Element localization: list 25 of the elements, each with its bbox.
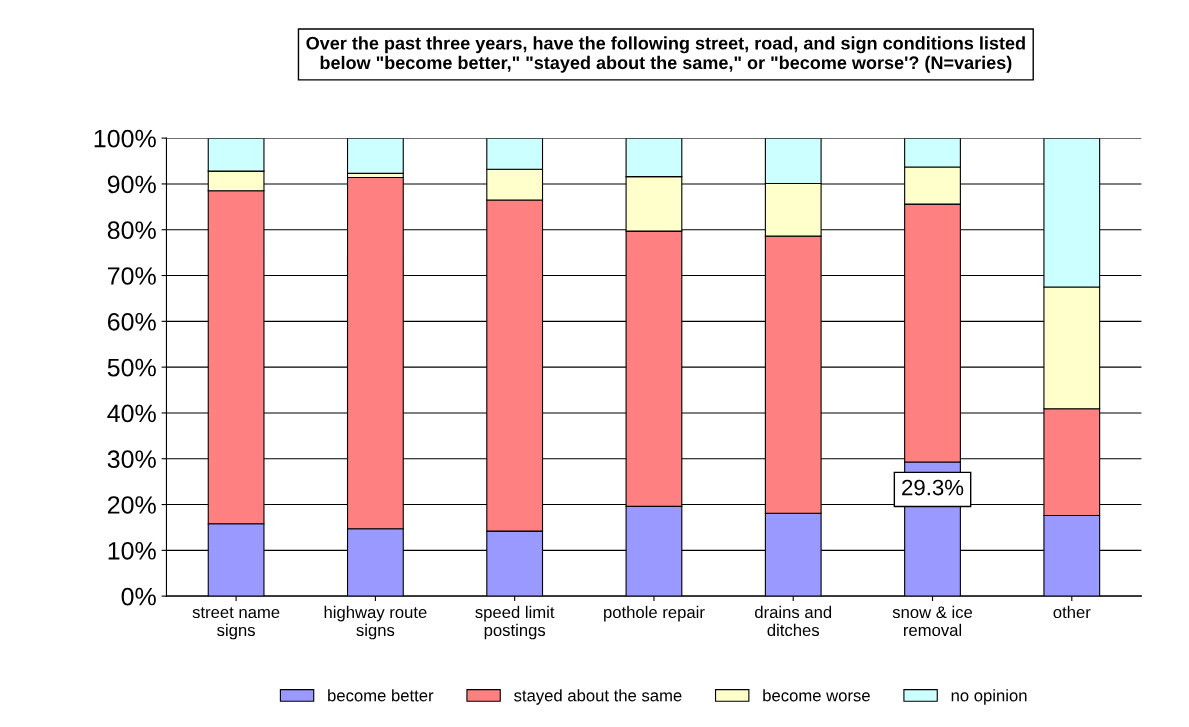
y-tick-label: 80%	[107, 221, 156, 240]
legend-label: stayed about the same	[514, 689, 682, 705]
y-tick-label: 90%	[107, 175, 156, 194]
x-tick-label: highway route signs	[324, 605, 427, 640]
legend-label: no opinion	[951, 689, 1027, 705]
x-tick-label: snow & ice removal	[892, 605, 973, 637]
y-tick-label: 0%	[121, 587, 156, 606]
y-tick-label: 20%	[107, 496, 156, 514]
y-tick-label: 50%	[107, 358, 156, 377]
x-tick-label: street name signs	[192, 607, 280, 640]
x-tick-label: other	[1053, 605, 1091, 619]
legend-label: become worse	[763, 689, 870, 702]
y-tick-label: 30%	[107, 450, 156, 469]
bar	[346, 138, 404, 174]
chart-title: Over the past three years, have the following street, road, and sign conditions listed below "become better," "stayed about the same," or "become worse'? (N=varies)	[306, 36, 1025, 73]
y-tick-label: 10%	[108, 541, 156, 560]
legend-label: become better	[328, 689, 434, 702]
y-tick-label: 70%	[107, 267, 156, 285]
x-tick-label: drains and ditches	[755, 605, 832, 637]
y-tick-label: 60%	[107, 312, 156, 331]
data-label: 29.3%	[902, 479, 964, 496]
x-tick-label: pothole repair	[604, 605, 705, 622]
y-tick-label: 40%	[107, 404, 156, 423]
y-tick-label: 100%	[94, 129, 156, 148]
x-tick-label: speed limit postings	[475, 605, 555, 640]
